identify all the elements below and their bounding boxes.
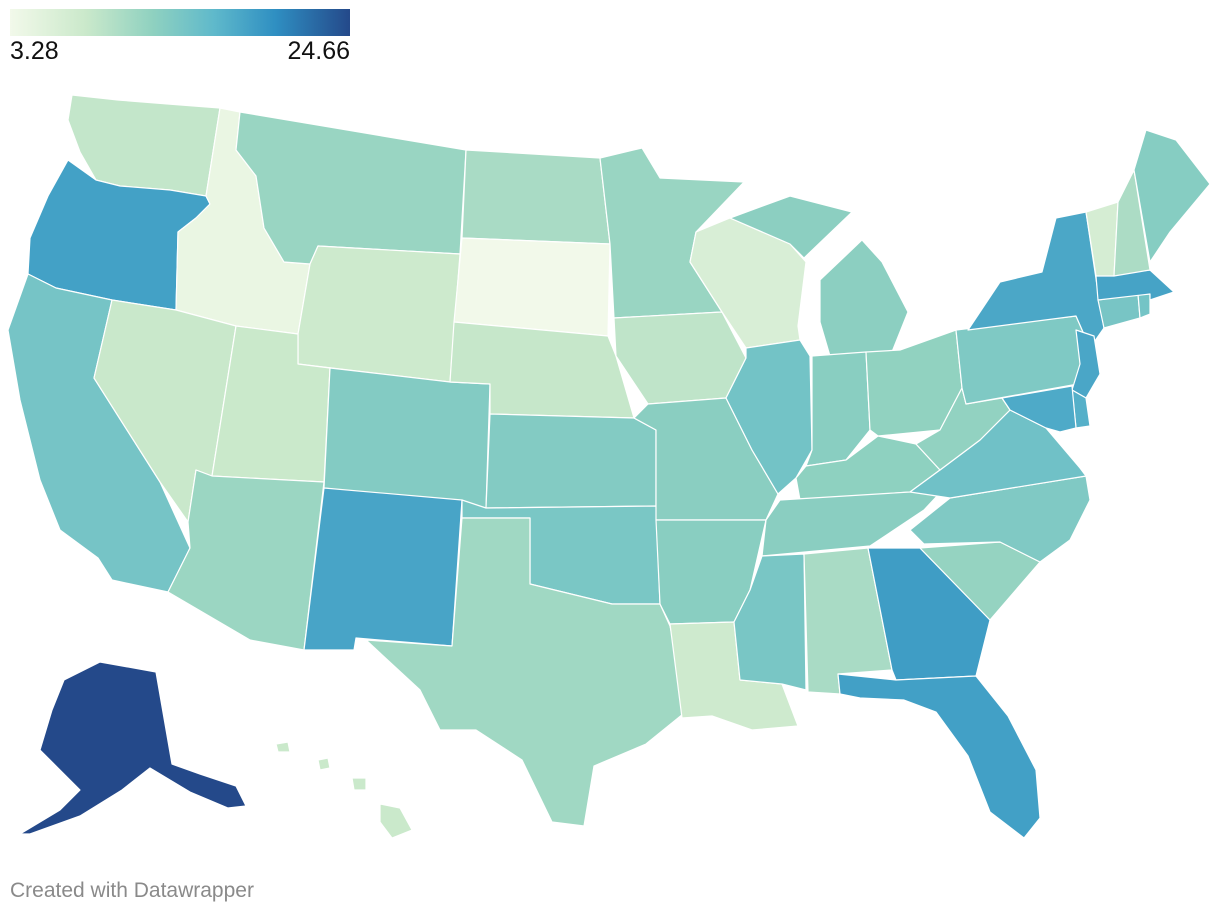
state-nd[interactable]	[461, 149, 611, 245]
legend-labels: 3.28 24.66	[10, 36, 350, 66]
state-tx[interactable]	[365, 517, 689, 827]
color-legend: 3.28 24.66	[10, 9, 350, 66]
state-il[interactable]	[725, 339, 813, 495]
state-nm[interactable]	[303, 487, 463, 651]
state-az[interactable]	[167, 469, 325, 651]
credit-text: Created with Datawrapper	[10, 879, 254, 902]
state-wi[interactable]	[689, 217, 807, 349]
state-sd[interactable]	[453, 237, 611, 337]
state-co[interactable]	[323, 367, 491, 509]
state-ak[interactable]	[19, 661, 247, 835]
state-ks[interactable]	[485, 413, 657, 509]
state-hi[interactable]	[275, 741, 413, 839]
legend-min-label: 3.28	[10, 37, 59, 65]
legend-max-label: 24.66	[287, 37, 350, 65]
state-mi[interactable]	[729, 195, 909, 357]
legend-gradient-bar	[10, 9, 350, 36]
state-ia[interactable]	[613, 311, 747, 405]
state-md[interactable]	[1001, 385, 1077, 433]
state-wy[interactable]	[297, 245, 461, 383]
state-me[interactable]	[1133, 129, 1211, 263]
state-nh[interactable]	[1113, 169, 1151, 277]
state-ri[interactable]	[1137, 293, 1151, 319]
state-fl[interactable]	[837, 673, 1041, 839]
state-mt[interactable]	[235, 111, 467, 265]
